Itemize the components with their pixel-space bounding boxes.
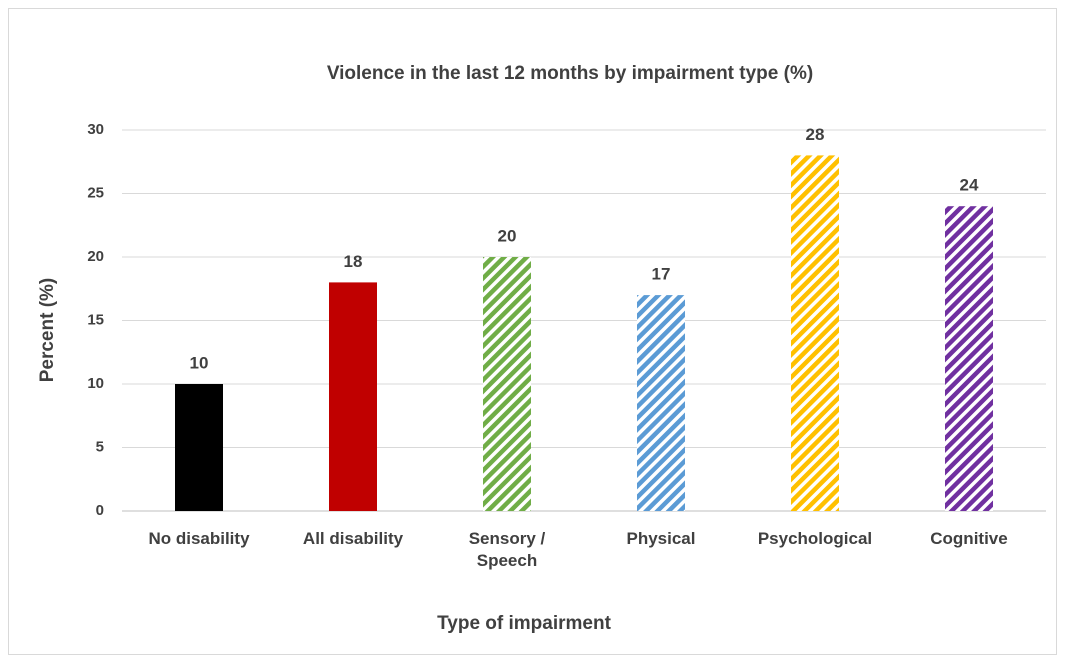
y-tick-label: 25 (87, 184, 104, 201)
bar (945, 206, 993, 511)
y-tick-label: 10 (87, 375, 104, 392)
bar (637, 295, 685, 511)
bar (791, 155, 839, 511)
x-tick-label: Physical (626, 529, 696, 548)
y-tick-label: 5 (96, 438, 104, 455)
x-tick-label: Psychological (757, 529, 873, 548)
data-label: 17 (652, 265, 671, 284)
bar (329, 282, 377, 511)
data-label: 10 (190, 353, 209, 372)
data-label: 28 (806, 125, 825, 144)
data-label: 18 (344, 252, 363, 271)
data-label: 20 (498, 226, 517, 245)
x-tick-label: Sensory / Speech (468, 529, 546, 570)
x-tick-label: No disability (148, 529, 250, 548)
y-axis-title: Percent (%) (37, 278, 58, 383)
data-label: 24 (960, 176, 979, 195)
x-axis-title: Type of impairment (437, 613, 612, 634)
bar (175, 384, 223, 511)
y-tick-label: 0 (96, 502, 104, 519)
chart-title: Violence in the last 12 months by impair… (327, 63, 813, 84)
x-tick-label: Cognitive (930, 529, 1008, 548)
bar (483, 257, 531, 511)
y-tick-label: 30 (87, 121, 104, 138)
x-tick-label: All disability (302, 529, 404, 548)
y-tick-label: 15 (87, 311, 104, 328)
y-tick-label: 20 (87, 248, 104, 265)
chart-frame (8, 8, 1057, 655)
